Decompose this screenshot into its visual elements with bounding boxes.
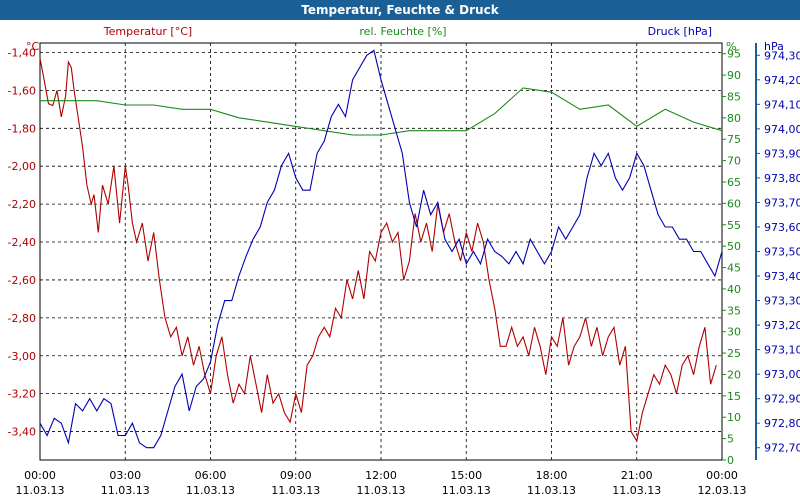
temperature-tick-label: -2,20 — [8, 198, 36, 211]
humidity-tick-label: 25 — [727, 347, 741, 360]
pressure-tick-label: 973,20 — [764, 319, 800, 332]
humidity-tick-label: 5 — [727, 433, 734, 446]
pressure-tick-label: 973,50 — [764, 246, 800, 259]
temperature-tick-label: -3,20 — [8, 388, 36, 401]
temperature-legend-label: Temperatur [°C] — [103, 25, 192, 38]
humidity-tick-label: 20 — [727, 368, 741, 381]
pressure-tick-label: 972,90 — [764, 393, 800, 406]
humidity-tick-label: 45 — [727, 262, 741, 275]
x-tick-date-label: 11.03.13 — [101, 484, 150, 497]
pressure-tick-label: 973,40 — [764, 270, 800, 283]
x-tick-time-label: 18:00 — [536, 469, 568, 482]
pressure-tick-label: 974,30 — [764, 49, 800, 62]
temperature-tick-label: -1,40 — [8, 46, 36, 59]
x-tick-time-label: 00:00 — [24, 469, 56, 482]
x-tick-date-label: 11.03.13 — [186, 484, 235, 497]
x-tick-date-label: 11.03.13 — [442, 484, 491, 497]
temperature-unit-label: °C — [26, 40, 40, 53]
temperature-tick-label: -3,00 — [8, 350, 36, 363]
temperature-tick-label: -2,60 — [8, 274, 36, 287]
temperature-tick-label: -2,00 — [8, 160, 36, 173]
pressure-tick-label: 973,30 — [764, 295, 800, 308]
pressure-tick-label: 974,10 — [764, 98, 800, 111]
humidity-tick-label: 0 — [727, 454, 734, 467]
series-lines — [39, 49, 723, 449]
humidity-legend-label: rel. Feuchte [%] — [359, 25, 446, 38]
humidity-tick-label: 35 — [727, 304, 741, 317]
humidity-tick-label: 60 — [727, 197, 741, 210]
pressure-legend-label: Druck [hPa] — [648, 25, 712, 38]
chart-title: Temperatur, Feuchte & Druck — [0, 0, 800, 20]
humidity-tick-label: 65 — [727, 176, 741, 189]
x-tick-time-label: 09:00 — [280, 469, 312, 482]
temperature-tick-label: -1,60 — [8, 84, 36, 97]
x-tick-date-label: 11.03.13 — [271, 484, 320, 497]
humidity-tick-label: 75 — [727, 133, 741, 146]
x-tick-time-label: 15:00 — [450, 469, 482, 482]
humidity-tick-label: 95 — [727, 48, 741, 61]
pressure-tick-label: 973,10 — [764, 344, 800, 357]
x-tick-time-label: 00:00 — [706, 469, 738, 482]
pressure-tick-label: 973,00 — [764, 368, 800, 381]
humidity-unit-label: % — [726, 40, 736, 53]
pressure-tick-label: 972,70 — [764, 442, 800, 455]
axes: -1,40 -1,60 -1,80 -2,00 -2,20 -2,40 -2,60 -2,80… — [8, 25, 800, 497]
temperature-tick-label: -1,80 — [8, 122, 36, 135]
humidity-tick-label: 40 — [727, 283, 741, 296]
temperature-line — [39, 58, 717, 443]
x-tick-date-label: 12.03.13 — [698, 484, 747, 497]
pressure-tick-label: 973,60 — [764, 221, 800, 234]
temperature-tick-label: -2,80 — [8, 312, 36, 325]
humidity-tick-label: 80 — [727, 112, 741, 125]
pressure-line — [39, 49, 723, 449]
x-tick-time-label: 03:00 — [109, 469, 141, 482]
humidity-tick-label: 30 — [727, 326, 741, 339]
plot-background — [0, 20, 800, 500]
x-tick-date-label: 11.03.13 — [527, 484, 576, 497]
humidity-tick-label: 55 — [727, 219, 741, 232]
x-tick-time-label: 06:00 — [195, 469, 227, 482]
pressure-unit-label: hPa — [764, 40, 784, 53]
x-tick-date-label: 11.03.13 — [16, 484, 65, 497]
humidity-tick-label: 50 — [727, 240, 741, 253]
humidity-tick-label: 10 — [727, 411, 741, 424]
humidity-tick-label: 15 — [727, 390, 741, 403]
humidity-tick-label: 85 — [727, 90, 741, 103]
pressure-tick-label: 972,80 — [764, 417, 800, 430]
x-tick-date-label: 11.03.13 — [357, 484, 406, 497]
temperature-tick-label: -3,40 — [8, 426, 36, 439]
humidity-tick-label: 90 — [727, 69, 741, 82]
pressure-tick-label: 973,90 — [764, 147, 800, 160]
humidity-line — [40, 87, 723, 136]
pressure-tick-label: 974,00 — [764, 123, 800, 136]
x-tick-date-label: 11.03.13 — [612, 484, 661, 497]
weather-chart: -1,40 -1,60 -1,80 -2,00 -2,20 -2,40 -2,60 -2,80… — [0, 20, 800, 500]
x-tick-time-label: 12:00 — [365, 469, 397, 482]
humidity-tick-label: 70 — [727, 155, 741, 168]
temperature-tick-label: -2,40 — [8, 236, 36, 249]
pressure-tick-label: 974,20 — [764, 74, 800, 87]
pressure-tick-label: 973,80 — [764, 172, 800, 185]
x-tick-time-label: 21:00 — [621, 469, 653, 482]
pressure-tick-label: 973,70 — [764, 196, 800, 209]
